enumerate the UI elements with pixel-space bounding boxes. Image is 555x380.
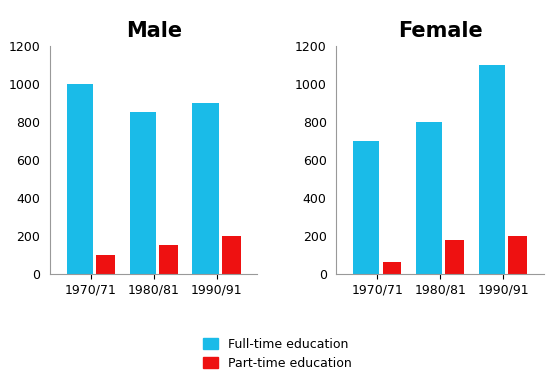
Title: Male: Male — [125, 21, 182, 41]
Bar — [222, 236, 241, 274]
Bar — [67, 84, 93, 274]
Bar — [382, 262, 401, 274]
Bar — [479, 65, 505, 274]
Bar — [446, 241, 465, 274]
Legend: Full-time education, Part-time education: Full-time education, Part-time education — [199, 334, 356, 374]
Title: Female: Female — [398, 21, 482, 41]
Bar — [193, 103, 219, 274]
Bar — [416, 122, 442, 274]
Bar — [508, 236, 527, 274]
Bar — [96, 255, 115, 274]
Bar — [353, 141, 380, 274]
Bar — [129, 112, 156, 274]
Bar — [159, 245, 178, 274]
